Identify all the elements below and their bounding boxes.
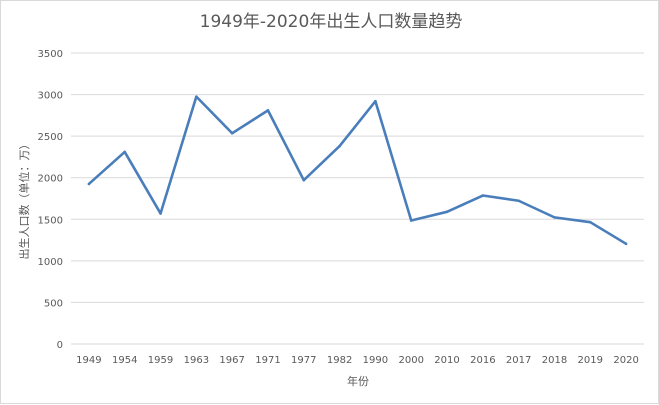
- data-point: [123, 150, 127, 154]
- x-tick-label: 1954: [112, 355, 137, 366]
- data-point: [409, 219, 413, 222]
- x-axis-label: 年份: [347, 374, 369, 388]
- x-tick-label: 2017: [506, 355, 531, 366]
- y-tick-label: 3500: [38, 49, 63, 60]
- x-tick-label: 2010: [434, 355, 459, 366]
- x-tick-label: 2019: [578, 355, 603, 366]
- data-point: [230, 131, 234, 135]
- data-point: [159, 212, 162, 215]
- data-point: [87, 182, 91, 186]
- x-tick-label: 1963: [184, 355, 209, 366]
- y-tick-label: 2000: [38, 174, 63, 185]
- x-tick-label: 1977: [291, 355, 316, 366]
- y-tick-label: 3000: [38, 91, 63, 102]
- data-point: [374, 99, 377, 103]
- x-tick-label: 1967: [219, 355, 244, 366]
- data-point: [624, 242, 628, 246]
- x-tick-label: 2000: [398, 355, 423, 366]
- y-tick-label: 2500: [38, 132, 63, 143]
- data-point: [517, 199, 520, 203]
- data-point: [195, 95, 198, 98]
- x-tick-label: 2018: [542, 355, 567, 366]
- data-point: [302, 178, 306, 182]
- chart-title: 1949年-2020年出生人口数量趋势: [200, 12, 463, 32]
- x-tick-label: 2020: [613, 355, 638, 366]
- data-point: [338, 144, 341, 148]
- y-tick-label: 500: [44, 298, 63, 309]
- y-axis-label: 出生人口数（单位：万）: [17, 139, 31, 260]
- x-tick-label: 1990: [363, 355, 388, 366]
- data-point: [481, 194, 485, 197]
- data-point: [266, 109, 270, 112]
- y-tick-label: 1500: [38, 215, 63, 226]
- y-tick-label: 1000: [38, 257, 63, 268]
- x-tick-label: 1982: [327, 355, 352, 366]
- y-tick-label: 0: [57, 340, 63, 351]
- series-line: [88, 95, 627, 245]
- x-tick-label: 2016: [470, 355, 495, 366]
- x-tick-label: 1949: [76, 355, 101, 366]
- x-tick-label: 1959: [148, 355, 173, 366]
- data-point: [553, 216, 556, 219]
- data-point: [588, 220, 592, 224]
- data-point: [445, 210, 449, 214]
- x-tick-label: 1971: [255, 355, 280, 366]
